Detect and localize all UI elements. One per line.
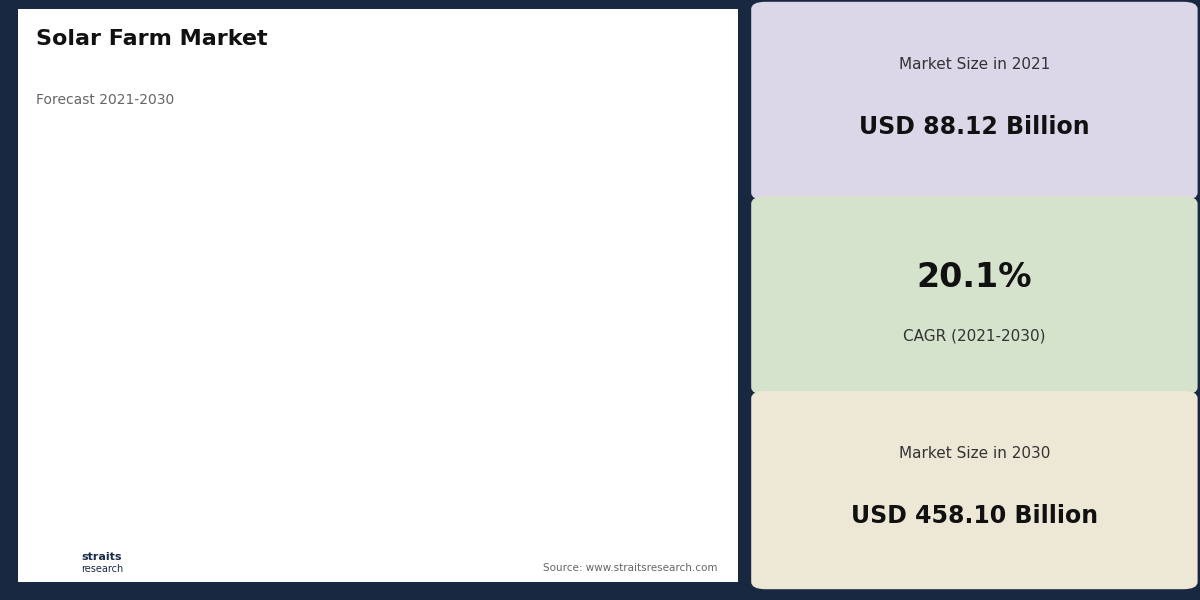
Polygon shape <box>55 542 84 576</box>
Bar <box>473 377 503 516</box>
Bar <box>575 325 605 516</box>
Text: Market Size in 2021: Market Size in 2021 <box>899 56 1050 71</box>
Bar <box>220 451 251 516</box>
Text: USD 458.10 Billion: USD 458.10 Billion <box>851 504 1098 528</box>
Bar <box>372 413 402 516</box>
Text: straits: straits <box>82 552 122 562</box>
Text: Forecast 2021-2030: Forecast 2021-2030 <box>36 93 174 107</box>
Bar <box>169 457 199 516</box>
Bar <box>676 221 706 516</box>
Text: Source: www.straitsresearch.com: Source: www.straitsresearch.com <box>544 563 718 573</box>
Bar <box>322 425 352 516</box>
Text: USD 88.12 Billion: USD 88.12 Billion <box>859 115 1090 139</box>
Text: Market Size in 2030: Market Size in 2030 <box>899 446 1050 461</box>
Text: research: research <box>82 564 124 574</box>
Bar <box>271 439 301 516</box>
Polygon shape <box>34 542 62 576</box>
Text: Solar Farm Market: Solar Farm Market <box>36 29 268 49</box>
Bar <box>119 463 149 516</box>
Bar <box>68 470 98 516</box>
Text: CAGR (2021-2030): CAGR (2021-2030) <box>904 328 1045 343</box>
Bar <box>523 354 554 516</box>
Text: 20.1%: 20.1% <box>917 260 1032 293</box>
Bar <box>625 272 655 516</box>
Bar <box>422 397 452 516</box>
